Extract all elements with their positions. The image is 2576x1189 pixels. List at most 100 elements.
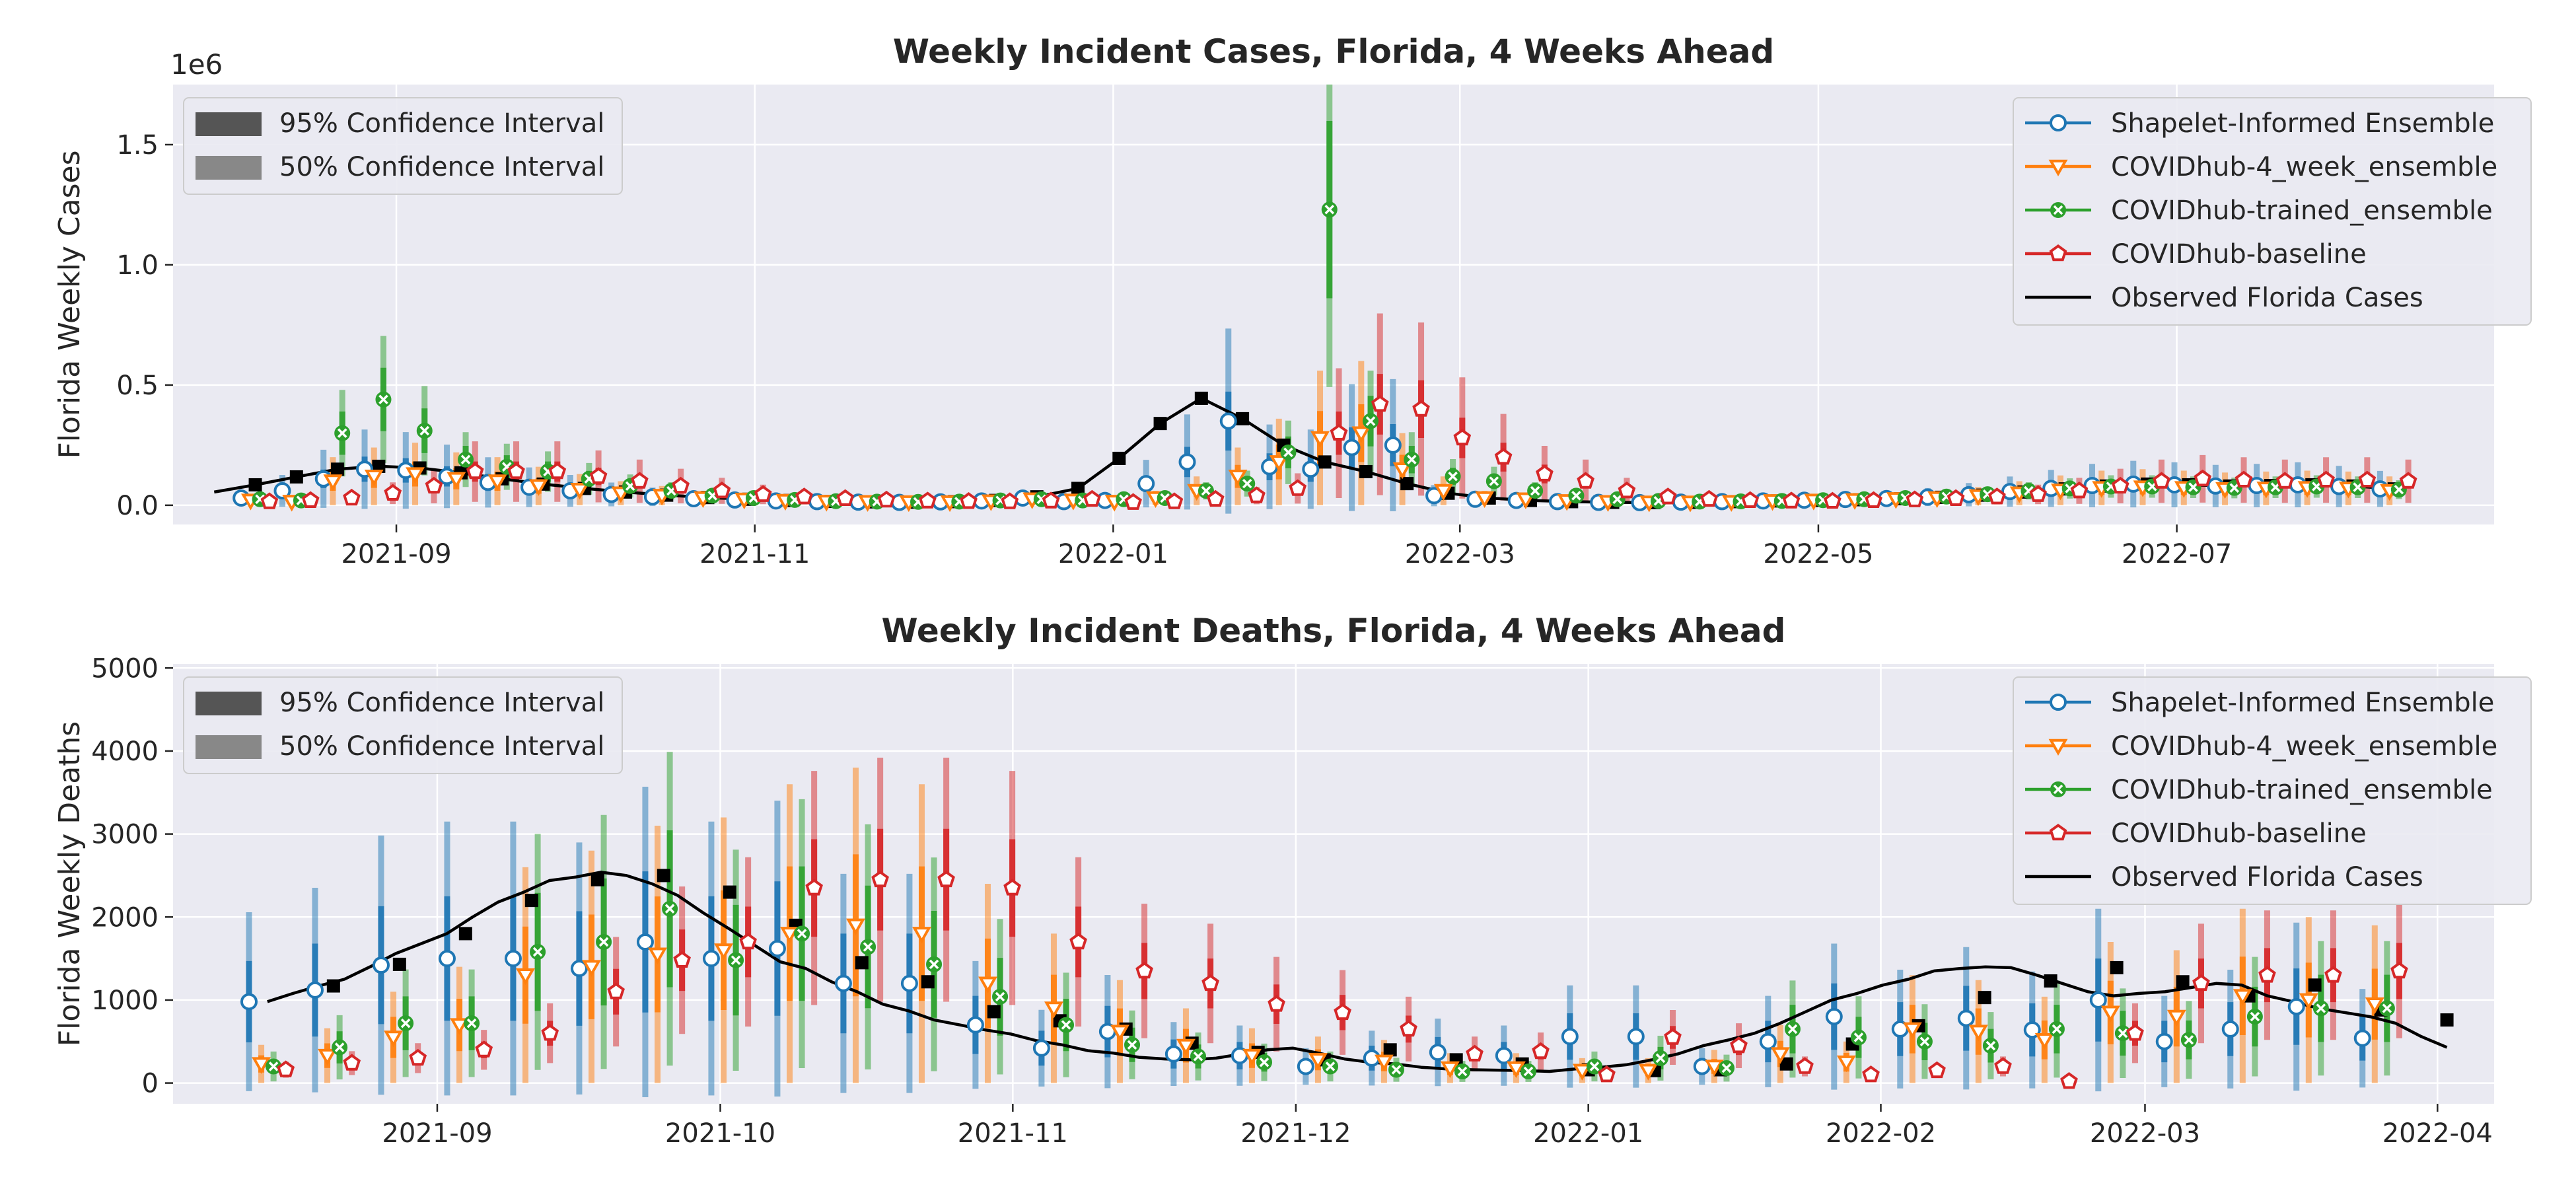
forecast-point-baseline bbox=[425, 476, 443, 494]
forecast-point-trained bbox=[2312, 1000, 2329, 1017]
forecast-point-shapelet bbox=[240, 993, 258, 1011]
forecast-point-wk4 bbox=[2034, 1032, 2054, 1050]
cases-ci-legend: 95% Confidence Interval 50% Confidence In… bbox=[183, 97, 623, 195]
forecast-point-baseline bbox=[1928, 1061, 1946, 1079]
forecast-point-baseline bbox=[1988, 487, 2006, 505]
forecast-point-wk4 bbox=[1374, 1054, 1394, 1071]
forecast-point-trained-cross bbox=[1324, 204, 1335, 215]
forecast-point-wk4 bbox=[1516, 492, 1536, 509]
forecast-point-trained bbox=[1363, 413, 1379, 429]
forecast-point-wk4 bbox=[978, 976, 997, 993]
forecast-point-trained-cross bbox=[1589, 1062, 1600, 1071]
forecast-point-baseline bbox=[1248, 486, 1266, 503]
forecast-point-baseline bbox=[2317, 470, 2335, 487]
forecast-point-baseline bbox=[475, 1040, 493, 1058]
shapelet-legend-marker bbox=[2050, 694, 2067, 711]
forecast-point-baseline bbox=[2153, 472, 2170, 489]
forecast-point-baseline bbox=[1124, 493, 1142, 510]
forecast-point-baseline bbox=[277, 1060, 295, 1077]
forecast-point-trained bbox=[1916, 1033, 1933, 1050]
observed-point bbox=[458, 927, 472, 941]
forecast-point-baseline bbox=[2324, 966, 2342, 983]
forecast-point-trained bbox=[458, 451, 474, 468]
ci-legend-frame bbox=[183, 676, 623, 774]
forecast-point-baseline bbox=[1069, 932, 1087, 950]
observed-point bbox=[1112, 451, 1126, 465]
forecast-point-wk4 bbox=[1392, 462, 1412, 480]
observed-point bbox=[1978, 991, 1991, 1005]
forecast-point-shapelet bbox=[900, 974, 918, 992]
forecast-point-trained-cross bbox=[1919, 1036, 1930, 1047]
trained-legend-label: COVIDhub-trained_ensemble bbox=[2111, 775, 2493, 805]
forecast-point-wk4 bbox=[1110, 1025, 1129, 1042]
series-legend-frame bbox=[2013, 676, 2532, 905]
forecast-point-shapelet bbox=[438, 950, 456, 968]
trained-legend-marker bbox=[2050, 781, 2066, 797]
forecast-point-shapelet bbox=[2221, 1020, 2239, 1038]
forecast-point-wk4 bbox=[487, 474, 507, 491]
forecast-point-trained-cross bbox=[2394, 484, 2404, 495]
deaths-y-axis-label: Florida Weekly Deaths bbox=[53, 721, 87, 1046]
forecast-point-trained bbox=[596, 933, 612, 950]
observed-point bbox=[524, 894, 538, 908]
observed-point bbox=[855, 956, 869, 970]
y-tick-label: 2000 bbox=[91, 902, 159, 933]
forecast-point-wk4 bbox=[912, 927, 931, 944]
x-tick-label: 2022-01 bbox=[1058, 539, 1168, 569]
forecast-point-trained bbox=[398, 1015, 414, 1032]
observed-point bbox=[1359, 464, 1373, 478]
y-tick-label: 0.0 bbox=[116, 491, 159, 521]
forecast-point-wk4 bbox=[252, 1057, 271, 1074]
forecast-point-baseline bbox=[1823, 491, 1842, 509]
forecast-point-trained bbox=[794, 925, 810, 942]
forecast-point-wk4 bbox=[450, 1018, 469, 1035]
observed-point bbox=[2176, 975, 2190, 989]
x-tick-label: 2022-04 bbox=[2382, 1118, 2493, 1149]
x-tick-label: 2021-09 bbox=[382, 1118, 492, 1149]
forecast-point-trained-cross bbox=[598, 937, 609, 947]
y-tick-label: 0.5 bbox=[116, 371, 159, 401]
forecast-point-wk4 bbox=[1770, 1047, 1790, 1064]
forecast-point-trained-cross bbox=[1787, 1024, 1798, 1034]
forecast-point-trained-cross bbox=[1127, 1040, 1137, 1050]
forecast-point-trained-cross bbox=[2052, 1024, 2062, 1034]
forecast-point-wk4 bbox=[1968, 1025, 1988, 1042]
ci50-legend-label: 50% Confidence Interval bbox=[279, 731, 604, 762]
forecast-point-baseline bbox=[713, 482, 731, 499]
forecast-point-wk4 bbox=[528, 479, 548, 496]
forecast-point-baseline bbox=[2060, 1072, 2078, 1089]
ci-legend-frame bbox=[183, 97, 623, 195]
x-tick-label: 2021-12 bbox=[1240, 1118, 1351, 1149]
observed-point bbox=[1236, 412, 1250, 425]
observed-point bbox=[1071, 482, 1085, 495]
forecast-point-baseline bbox=[1165, 492, 1184, 509]
forecast-point-wk4 bbox=[648, 947, 667, 964]
forecast-point-shapelet bbox=[768, 940, 786, 958]
forecast-point-baseline bbox=[507, 462, 525, 480]
forecast-point-trained-cross bbox=[2118, 1028, 2128, 1038]
observed-legend-label: Observed Florida Cases bbox=[2111, 283, 2423, 313]
forecast-point-trained bbox=[1652, 1050, 1668, 1066]
forecast-point-wk4 bbox=[1269, 455, 1289, 472]
forecast-point-trained-cross bbox=[1721, 1063, 1732, 1073]
forecast-point-baseline bbox=[795, 487, 813, 505]
forecast-point-wk4 bbox=[1440, 1061, 1460, 1078]
observed-point bbox=[921, 975, 935, 989]
cases-y-axis-offset-label: 1e6 bbox=[170, 48, 223, 81]
forecast-point-trained-cross bbox=[1325, 1062, 1336, 1071]
ci95-legend-label: 95% Confidence Interval bbox=[279, 688, 604, 718]
forecast-point-trained-cross bbox=[1986, 1040, 1996, 1051]
trained-legend-marker-cross bbox=[2053, 784, 2063, 795]
forecast-point-baseline bbox=[1400, 1019, 1417, 1037]
observed-point bbox=[657, 869, 670, 883]
deaths-ci-legend: 95% Confidence Interval 50% Confidence In… bbox=[183, 676, 623, 774]
baseline-legend-marker bbox=[2049, 824, 2067, 841]
y-tick-label: 3000 bbox=[91, 820, 159, 850]
forecast-point-baseline bbox=[1741, 491, 1760, 508]
cases-y-axis-label: Florida Weekly Cases bbox=[53, 150, 87, 458]
forecast-point-wk4 bbox=[1638, 1063, 1658, 1081]
forecast-point-baseline bbox=[1532, 1042, 1550, 1060]
forecast-point-trained-cross bbox=[1612, 494, 1622, 505]
observed-point bbox=[987, 1005, 1001, 1019]
